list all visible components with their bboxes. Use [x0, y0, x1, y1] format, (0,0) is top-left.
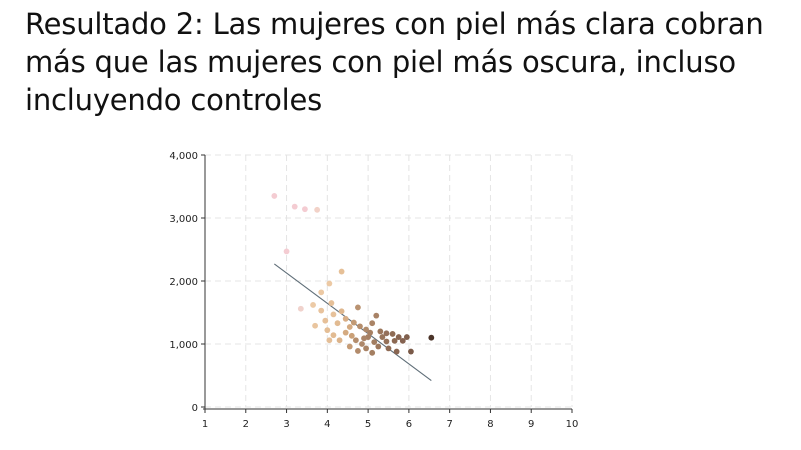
- scatter-point: [408, 348, 414, 355]
- scatter-point: [342, 315, 349, 322]
- scatter-point: [310, 302, 316, 308]
- scatter-point: [361, 335, 367, 342]
- slide-title-lead: Resultado 2:: [25, 7, 204, 41]
- x-tick-label: 7: [446, 419, 452, 430]
- scatter-point: [379, 334, 386, 340]
- scatter-point: [352, 337, 359, 344]
- scatter-point: [326, 337, 333, 344]
- x-tick-label: 3: [283, 419, 289, 430]
- scatter-point: [389, 331, 396, 337]
- scatter-point: [399, 337, 406, 344]
- scatter-point: [324, 327, 331, 334]
- scatter-point: [330, 311, 337, 318]
- scatter-point: [336, 337, 343, 344]
- x-tick-label: 2: [243, 419, 249, 430]
- scatter-point: [363, 345, 369, 352]
- scatter-point: [355, 348, 361, 354]
- scatter-point: [322, 317, 329, 324]
- scatter-point: [342, 329, 349, 336]
- scatter-point: [328, 300, 335, 306]
- scatter-chart: 1 2 3 4 5 6 7 8 9 10 0 1,000 2,000 3,000 4,000: [169, 151, 578, 430]
- scatter-point: [385, 345, 392, 352]
- grid: [204, 154, 573, 408]
- axes: 1 2 3 4 5 6 7 8 9 10 0 1,000 2,000 3,000 4,000: [169, 151, 578, 430]
- scatter-point: [375, 343, 382, 350]
- scatter-point: [346, 343, 353, 350]
- data-points: [271, 193, 435, 356]
- scatter-point: [377, 328, 384, 335]
- y-tick-label: 2,000: [169, 277, 198, 288]
- scatter-point: [391, 337, 398, 344]
- scatter-point: [271, 193, 278, 199]
- scatter-point: [283, 248, 290, 255]
- scatter-point: [338, 308, 345, 315]
- scatter-point: [350, 319, 357, 326]
- scatter-point: [428, 334, 435, 341]
- y-tick-label: 1,000: [169, 340, 198, 351]
- scatter-point: [338, 268, 345, 275]
- x-tick-label: 6: [406, 419, 412, 430]
- scatter-point: [383, 338, 390, 345]
- scatter-point: [326, 280, 333, 287]
- scatter-point: [291, 203, 298, 210]
- scatter-point: [346, 324, 353, 330]
- x-tick-label: 9: [528, 419, 534, 430]
- scatter-point: [369, 349, 376, 356]
- scatter-point: [312, 322, 318, 329]
- slide-title-rest: Las mujeres con piel más clara cobran má…: [25, 7, 764, 117]
- scatter-point: [403, 334, 410, 340]
- x-tick-label: 10: [566, 419, 579, 430]
- scatter-point: [302, 206, 308, 213]
- scatter-point: [330, 332, 337, 339]
- scatter-point: [355, 304, 361, 311]
- x-tick-label: 5: [365, 419, 371, 430]
- scatter-point: [297, 305, 304, 312]
- x-tick-label: 4: [324, 419, 330, 430]
- scatter-point: [369, 320, 376, 327]
- scatter-point: [318, 307, 325, 314]
- scatter-point: [371, 339, 378, 346]
- scatter-point: [367, 329, 374, 336]
- scatter-point: [314, 206, 321, 213]
- y-tick-label: 4,000: [169, 151, 198, 162]
- scatter-point: [334, 320, 341, 327]
- y-tick-label: 0: [192, 403, 198, 414]
- x-tick-label: 1: [202, 419, 208, 430]
- scatter-point: [357, 323, 363, 330]
- scatter-point: [318, 289, 325, 296]
- scatter-point: [348, 332, 355, 339]
- scatter-point: [373, 312, 380, 319]
- x-tick-label: 8: [487, 419, 493, 430]
- scatter-point: [359, 341, 365, 347]
- scatter-point: [383, 330, 390, 337]
- scatter-point: [363, 326, 369, 333]
- scatter-point: [393, 348, 400, 355]
- scatter-point: [395, 334, 402, 340]
- y-tick-label: 3,000: [169, 214, 198, 225]
- slide-title: Resultado 2: Las mujeres con piel más cl…: [25, 5, 785, 119]
